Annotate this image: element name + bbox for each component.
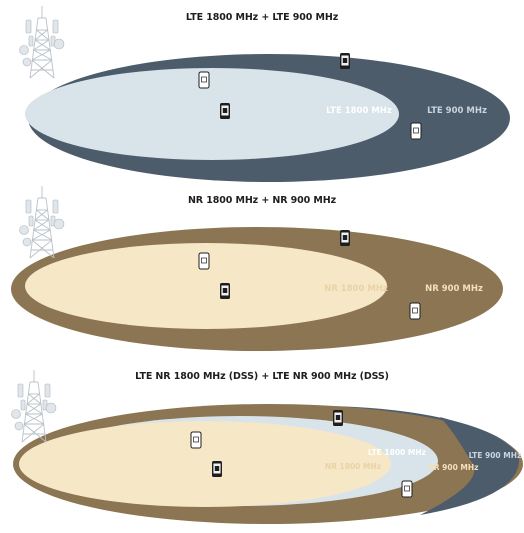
- panel-1: LTE 1800 MHz LTE 900 MHz: [19, 5, 510, 182]
- smartphone-icon: [198, 71, 210, 89]
- panel-2-title: NR 1800 MHz + NR 900 MHz: [187, 195, 337, 206]
- smartphone-icon: [410, 122, 422, 140]
- smartphone-icon: [212, 461, 222, 477]
- panel-2: NR 1800 MHz NR 900 MHz: [11, 185, 503, 351]
- nr-1800-dss-label: NR 1800 MHz: [325, 462, 381, 471]
- lte-1800-coverage-area: [25, 68, 399, 160]
- cell-tower-icon: [11, 369, 57, 443]
- lte-900-label: LTE 900 MHz: [427, 106, 487, 116]
- smartphone-icon: [340, 230, 350, 246]
- smartphone-icon: [220, 283, 230, 299]
- smartphone-icon: [401, 480, 413, 498]
- lte-1800-label: LTE 1800 MHz: [326, 106, 392, 116]
- nr-1800-label: NR 1800 MHz: [324, 284, 388, 294]
- lte-900-dss-label: LTE 900 MHz: [469, 451, 522, 460]
- smartphone-icon: [333, 410, 343, 426]
- smartphone-icon: [198, 252, 210, 270]
- nr-1800-coverage-area: [25, 243, 387, 329]
- smartphone-icon: [340, 53, 350, 69]
- smartphone-icon: [190, 431, 202, 449]
- nr-900-label: NR 900 MHz: [425, 284, 483, 294]
- nr-1800-dss-coverage-area: [19, 421, 391, 507]
- nr-900-dss-label: NR 900 MHz: [427, 463, 478, 472]
- lte-900-dss-visible-edge: [420, 417, 520, 515]
- smartphone-icon: [220, 103, 230, 119]
- smartphone-icon: [409, 302, 421, 320]
- cell-tower-icon: [19, 5, 65, 79]
- cell-tower-icon: [19, 185, 65, 259]
- lte-1800-dss-label: LTE 1800 MHz: [368, 448, 426, 457]
- panel-3-title: LTE NR 1800 MHz (DSS) + LTE NR 900 MHz (…: [135, 371, 389, 382]
- panel-3: NR 1800 MHz LTE 1800 MHz NR 900 MHz LTE …: [11, 369, 523, 524]
- panel-1-title: LTE 1800 MHz + LTE 900 MHz: [185, 12, 339, 23]
